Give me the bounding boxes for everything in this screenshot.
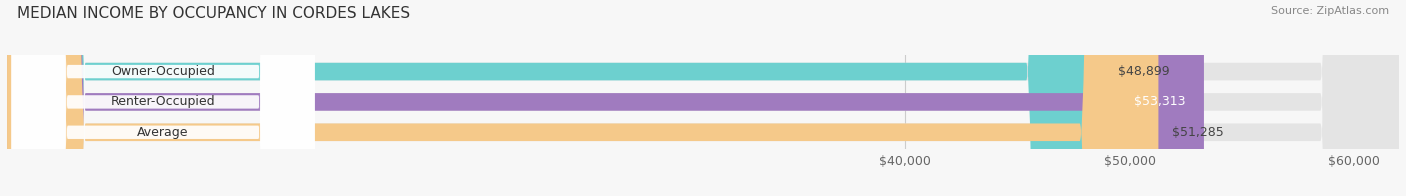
FancyBboxPatch shape (7, 0, 1399, 196)
FancyBboxPatch shape (7, 0, 1204, 196)
FancyBboxPatch shape (7, 0, 1399, 196)
FancyBboxPatch shape (11, 0, 315, 196)
Text: Owner-Occupied: Owner-Occupied (111, 65, 215, 78)
FancyBboxPatch shape (7, 0, 1399, 196)
Text: $53,313: $53,313 (1135, 95, 1187, 108)
Text: Renter-Occupied: Renter-Occupied (111, 95, 215, 108)
Text: Source: ZipAtlas.com: Source: ZipAtlas.com (1271, 6, 1389, 16)
FancyBboxPatch shape (7, 0, 1105, 196)
Text: $51,285: $51,285 (1171, 126, 1223, 139)
Text: $48,899: $48,899 (1118, 65, 1170, 78)
FancyBboxPatch shape (11, 0, 315, 196)
Text: Average: Average (138, 126, 188, 139)
FancyBboxPatch shape (7, 0, 1159, 196)
Text: MEDIAN INCOME BY OCCUPANCY IN CORDES LAKES: MEDIAN INCOME BY OCCUPANCY IN CORDES LAK… (17, 6, 411, 21)
FancyBboxPatch shape (11, 0, 315, 196)
